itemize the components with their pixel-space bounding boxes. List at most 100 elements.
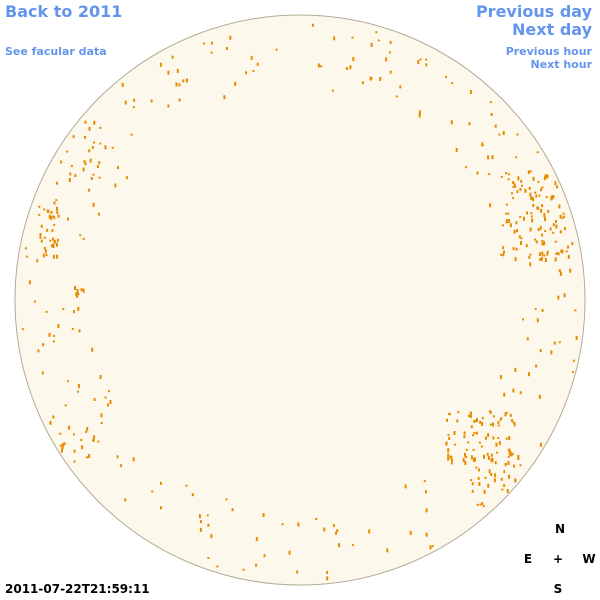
facula — [345, 67, 348, 70]
facula — [52, 340, 55, 343]
facula — [498, 133, 501, 136]
next-hour-link[interactable]: Next hour — [530, 58, 593, 71]
facula — [518, 235, 521, 239]
facula — [85, 430, 88, 433]
previous-day-link[interactable]: Previous day — [475, 2, 592, 21]
facula — [489, 101, 492, 104]
facula — [514, 367, 517, 372]
facular-data-link[interactable]: See facular data — [5, 45, 107, 58]
facula — [527, 170, 530, 174]
facula — [64, 404, 67, 407]
facula — [513, 183, 516, 188]
facula — [508, 474, 510, 479]
facula — [553, 341, 556, 345]
facula — [56, 238, 59, 242]
facula — [512, 181, 515, 184]
facula — [104, 396, 107, 399]
facula — [538, 194, 541, 197]
facula — [536, 318, 539, 323]
facula — [70, 165, 73, 167]
facula — [507, 455, 510, 458]
facula — [464, 460, 467, 465]
facula — [525, 244, 528, 248]
facula — [116, 455, 119, 459]
facula — [93, 398, 96, 401]
facula — [502, 131, 505, 135]
facula — [38, 205, 41, 208]
facula — [53, 239, 56, 244]
facula — [60, 160, 63, 164]
facula — [425, 532, 428, 537]
facula — [91, 146, 94, 149]
facula — [61, 445, 64, 450]
facula — [404, 484, 407, 489]
next-day-link[interactable]: Next day — [512, 20, 592, 39]
facula — [546, 252, 549, 256]
facula — [493, 478, 496, 483]
facula — [512, 197, 515, 200]
facula — [88, 188, 91, 192]
facula — [160, 506, 162, 510]
facula — [506, 489, 509, 493]
facula — [107, 403, 109, 407]
facula — [73, 449, 76, 453]
facula — [528, 372, 530, 377]
facula — [522, 318, 524, 321]
facula — [505, 203, 508, 206]
facula — [507, 461, 510, 465]
facula — [66, 380, 69, 383]
facula — [529, 192, 532, 197]
facula — [537, 228, 540, 232]
facula — [24, 247, 27, 250]
facula — [225, 47, 228, 50]
facula — [468, 122, 471, 126]
facula — [447, 448, 450, 453]
facula — [81, 445, 84, 450]
facula — [500, 375, 502, 380]
facula — [539, 349, 542, 353]
facula — [47, 209, 50, 213]
facula — [543, 254, 546, 257]
facula — [503, 250, 506, 254]
facula — [507, 178, 510, 181]
facula — [225, 498, 228, 501]
previous-hour-link[interactable]: Previous hour — [505, 45, 592, 58]
facula — [484, 476, 487, 479]
back-link[interactable]: Back to 2011 — [5, 2, 123, 21]
facula — [57, 324, 60, 329]
facula — [93, 141, 96, 144]
facula — [491, 155, 494, 160]
facula — [462, 458, 465, 462]
facula — [478, 482, 481, 486]
facula — [476, 171, 479, 175]
facula — [92, 173, 95, 176]
facula — [464, 452, 466, 457]
facula — [41, 371, 44, 375]
facula — [167, 70, 170, 75]
facula — [534, 308, 537, 311]
facula — [567, 245, 569, 249]
facula — [93, 435, 96, 439]
facula — [125, 176, 128, 180]
facula — [546, 250, 549, 253]
facula — [263, 554, 266, 558]
facula — [132, 457, 135, 462]
facula — [281, 523, 284, 526]
facula — [481, 142, 484, 147]
facula — [523, 216, 525, 221]
facula — [552, 223, 555, 227]
facula — [93, 120, 96, 125]
facula — [39, 235, 42, 239]
facula — [88, 126, 91, 131]
facula — [167, 104, 170, 108]
facula — [450, 120, 453, 125]
facula — [530, 212, 533, 215]
facula — [456, 419, 459, 423]
facula — [256, 62, 259, 66]
facula — [80, 439, 83, 441]
facula — [540, 208, 543, 213]
facula — [242, 568, 245, 571]
facula — [150, 99, 153, 103]
facula — [513, 229, 516, 234]
facula — [451, 82, 454, 85]
